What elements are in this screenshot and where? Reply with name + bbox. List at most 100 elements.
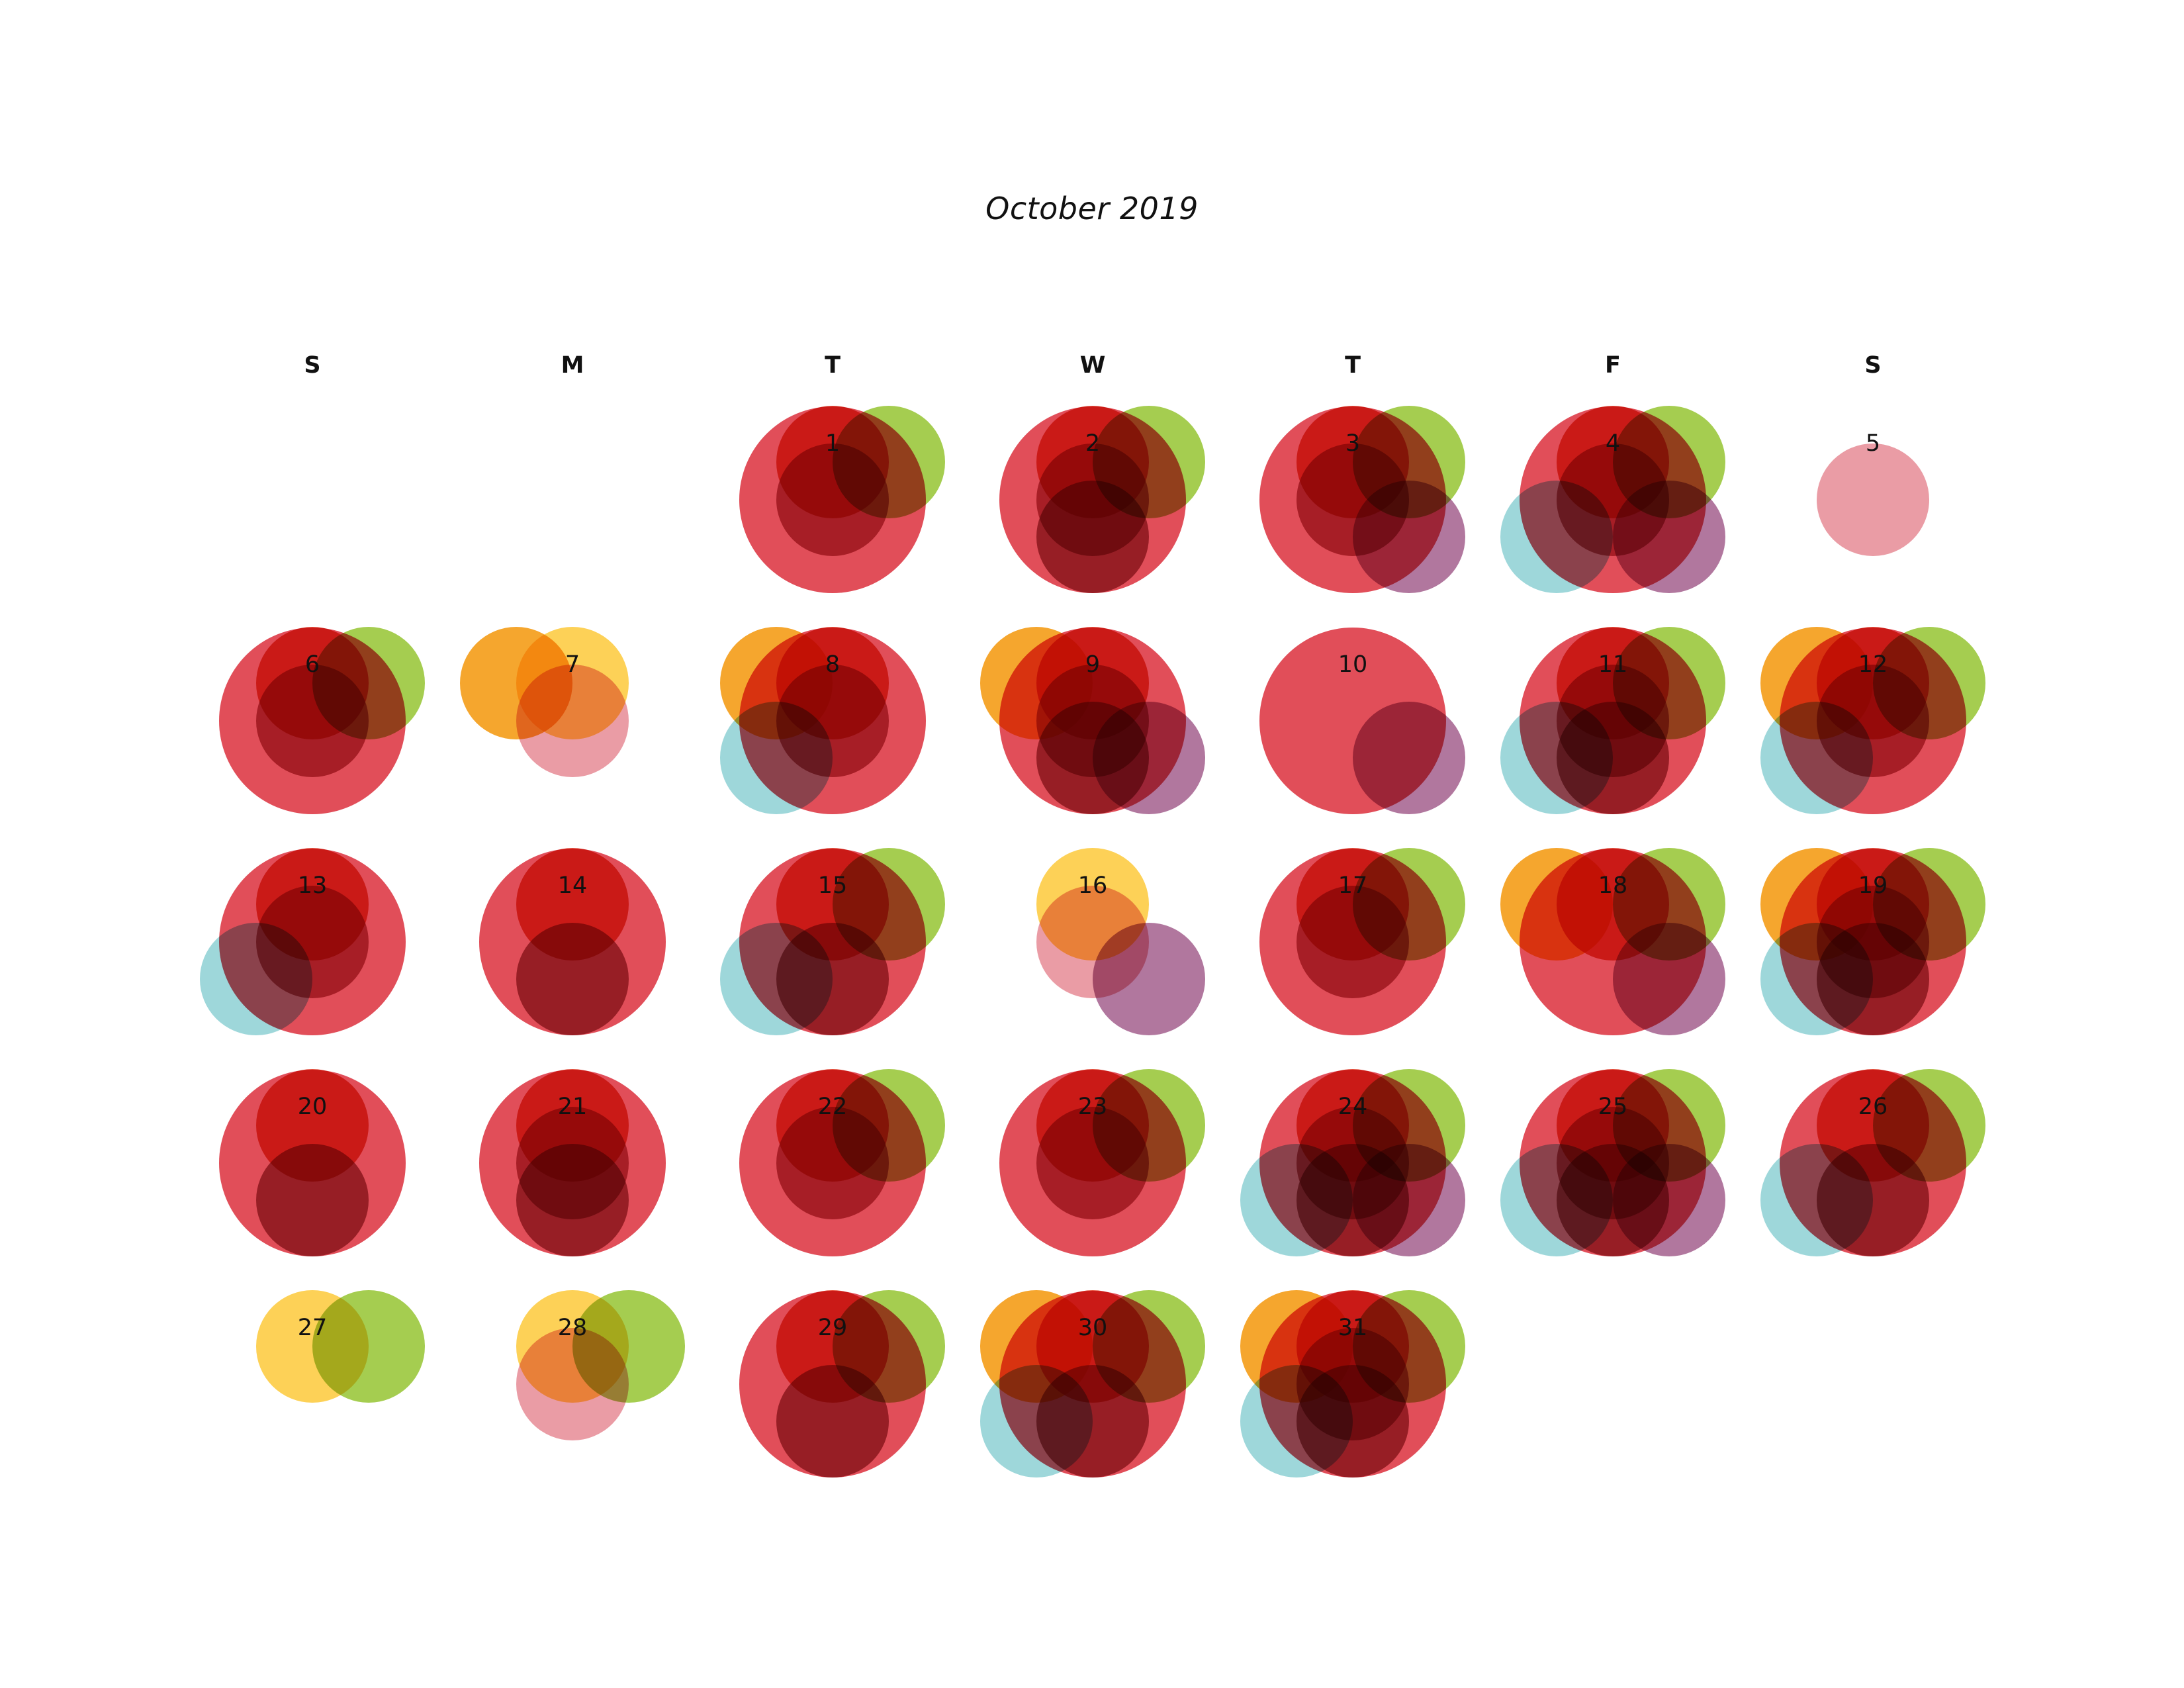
day-number: 11	[1598, 651, 1628, 678]
weekday-friday: F	[1605, 352, 1621, 379]
day-number: 30	[1077, 1315, 1108, 1341]
day-circle-green	[1613, 627, 1725, 739]
day-cell: 8	[703, 627, 963, 855]
day-number: 8	[825, 651, 841, 678]
day-cell: 7	[443, 627, 703, 855]
day-cell: 11	[1483, 627, 1743, 855]
day-circle-green	[312, 627, 425, 739]
day-circle-green	[833, 1290, 945, 1403]
day-cell: 29	[703, 1290, 963, 1519]
day-circle-teal	[1240, 1144, 1353, 1256]
day-circle-yellow	[516, 627, 629, 739]
day-cell: 2	[963, 406, 1223, 634]
day-cell: 23	[963, 1069, 1223, 1297]
day-number: 14	[557, 872, 588, 899]
day-number: 22	[817, 1094, 848, 1120]
day-circle-purple	[1353, 702, 1465, 814]
day-cell: 22	[703, 1069, 963, 1297]
day-cell: 30	[963, 1290, 1223, 1519]
day-cell: 15	[703, 848, 963, 1076]
day-circle-teal	[720, 923, 833, 1035]
day-circle-green	[572, 1290, 685, 1403]
day-number: 3	[1345, 430, 1361, 457]
weekday-saturday: S	[1864, 352, 1882, 379]
day-circle-green	[1093, 1290, 1205, 1403]
day-circle-green	[1353, 1290, 1465, 1403]
day-circle-green	[312, 1290, 425, 1403]
day-circle-teal	[1760, 702, 1873, 814]
day-circle-green	[833, 1069, 945, 1182]
day-cell: 1	[703, 406, 963, 634]
day-number: 26	[1858, 1094, 1888, 1120]
day-number: 6	[304, 651, 320, 678]
day-circle-teal	[1500, 481, 1613, 593]
day-circle-green	[1353, 848, 1465, 961]
day-circle-maroon	[516, 923, 629, 1035]
day-number: 10	[1338, 651, 1368, 678]
day-cell: 3	[1223, 406, 1483, 634]
day-cell: 16	[963, 848, 1223, 1076]
day-circle-green	[1873, 848, 1985, 961]
day-circle-green	[833, 406, 945, 518]
day-cell: 4	[1483, 406, 1743, 634]
day-cell: 17	[1223, 848, 1483, 1076]
day-circle-teal	[1760, 1144, 1873, 1256]
day-cell: 31	[1223, 1290, 1483, 1519]
day-circle-teal	[1500, 1144, 1613, 1256]
day-number: 2	[1085, 430, 1101, 457]
day-circle-green	[1613, 1069, 1725, 1182]
day-number: 31	[1338, 1315, 1368, 1341]
day-number: 9	[1085, 651, 1101, 678]
day-cell: 28	[443, 1290, 703, 1519]
calendar-title: October 2019	[985, 191, 1199, 226]
day-number: 1	[825, 430, 841, 457]
day-circle-teal	[1760, 923, 1873, 1035]
day-number: 17	[1338, 872, 1368, 899]
day-number: 25	[1598, 1094, 1628, 1120]
day-cell: 26	[1743, 1069, 2003, 1297]
day-circle-pink	[1817, 444, 1929, 556]
day-circle-green	[1353, 1069, 1465, 1182]
day-cell: 6	[183, 627, 443, 855]
day-number: 19	[1858, 872, 1888, 899]
day-number: 16	[1077, 872, 1108, 899]
day-number: 28	[557, 1315, 588, 1341]
day-circle-green	[1613, 406, 1725, 518]
day-cell: 20	[183, 1069, 443, 1297]
day-circle-teal	[980, 1365, 1093, 1477]
day-circle-green	[833, 848, 945, 961]
day-cell: 24	[1223, 1069, 1483, 1297]
day-number: 21	[557, 1094, 588, 1120]
day-cell: 21	[443, 1069, 703, 1297]
day-number: 13	[297, 872, 328, 899]
day-circle-maroon	[516, 1144, 629, 1256]
day-cell: 14	[443, 848, 703, 1076]
day-cell: 9	[963, 627, 1223, 855]
day-circle-teal	[1500, 702, 1613, 814]
day-circle-green	[1353, 406, 1465, 518]
day-circle-green	[1873, 1069, 1985, 1182]
day-circle-maroon	[256, 1144, 369, 1256]
day-circle-green	[1613, 848, 1725, 961]
day-cell: 18	[1483, 848, 1743, 1076]
day-circle-green	[1093, 406, 1205, 518]
weekday-monday: M	[561, 352, 584, 379]
day-number: 20	[297, 1094, 328, 1120]
day-number: 24	[1338, 1094, 1368, 1120]
day-number: 18	[1598, 872, 1628, 899]
day-circle-green	[1873, 627, 1985, 739]
day-cell: 19	[1743, 848, 2003, 1076]
day-number: 7	[565, 651, 580, 678]
day-circle-teal	[720, 702, 833, 814]
day-cell: 27	[183, 1290, 443, 1519]
weekday-sunday: S	[304, 352, 321, 379]
day-circle-teal	[1240, 1365, 1353, 1477]
day-number: 4	[1605, 430, 1621, 457]
weekday-thursday: T	[1345, 352, 1361, 379]
day-circle-green	[1093, 1069, 1205, 1182]
day-circle-teal	[200, 923, 312, 1035]
day-circle-purple	[1093, 702, 1205, 814]
day-cell: 25	[1483, 1069, 1743, 1297]
day-cell: 5	[1743, 416, 2003, 634]
day-circle-purple	[1093, 923, 1205, 1035]
